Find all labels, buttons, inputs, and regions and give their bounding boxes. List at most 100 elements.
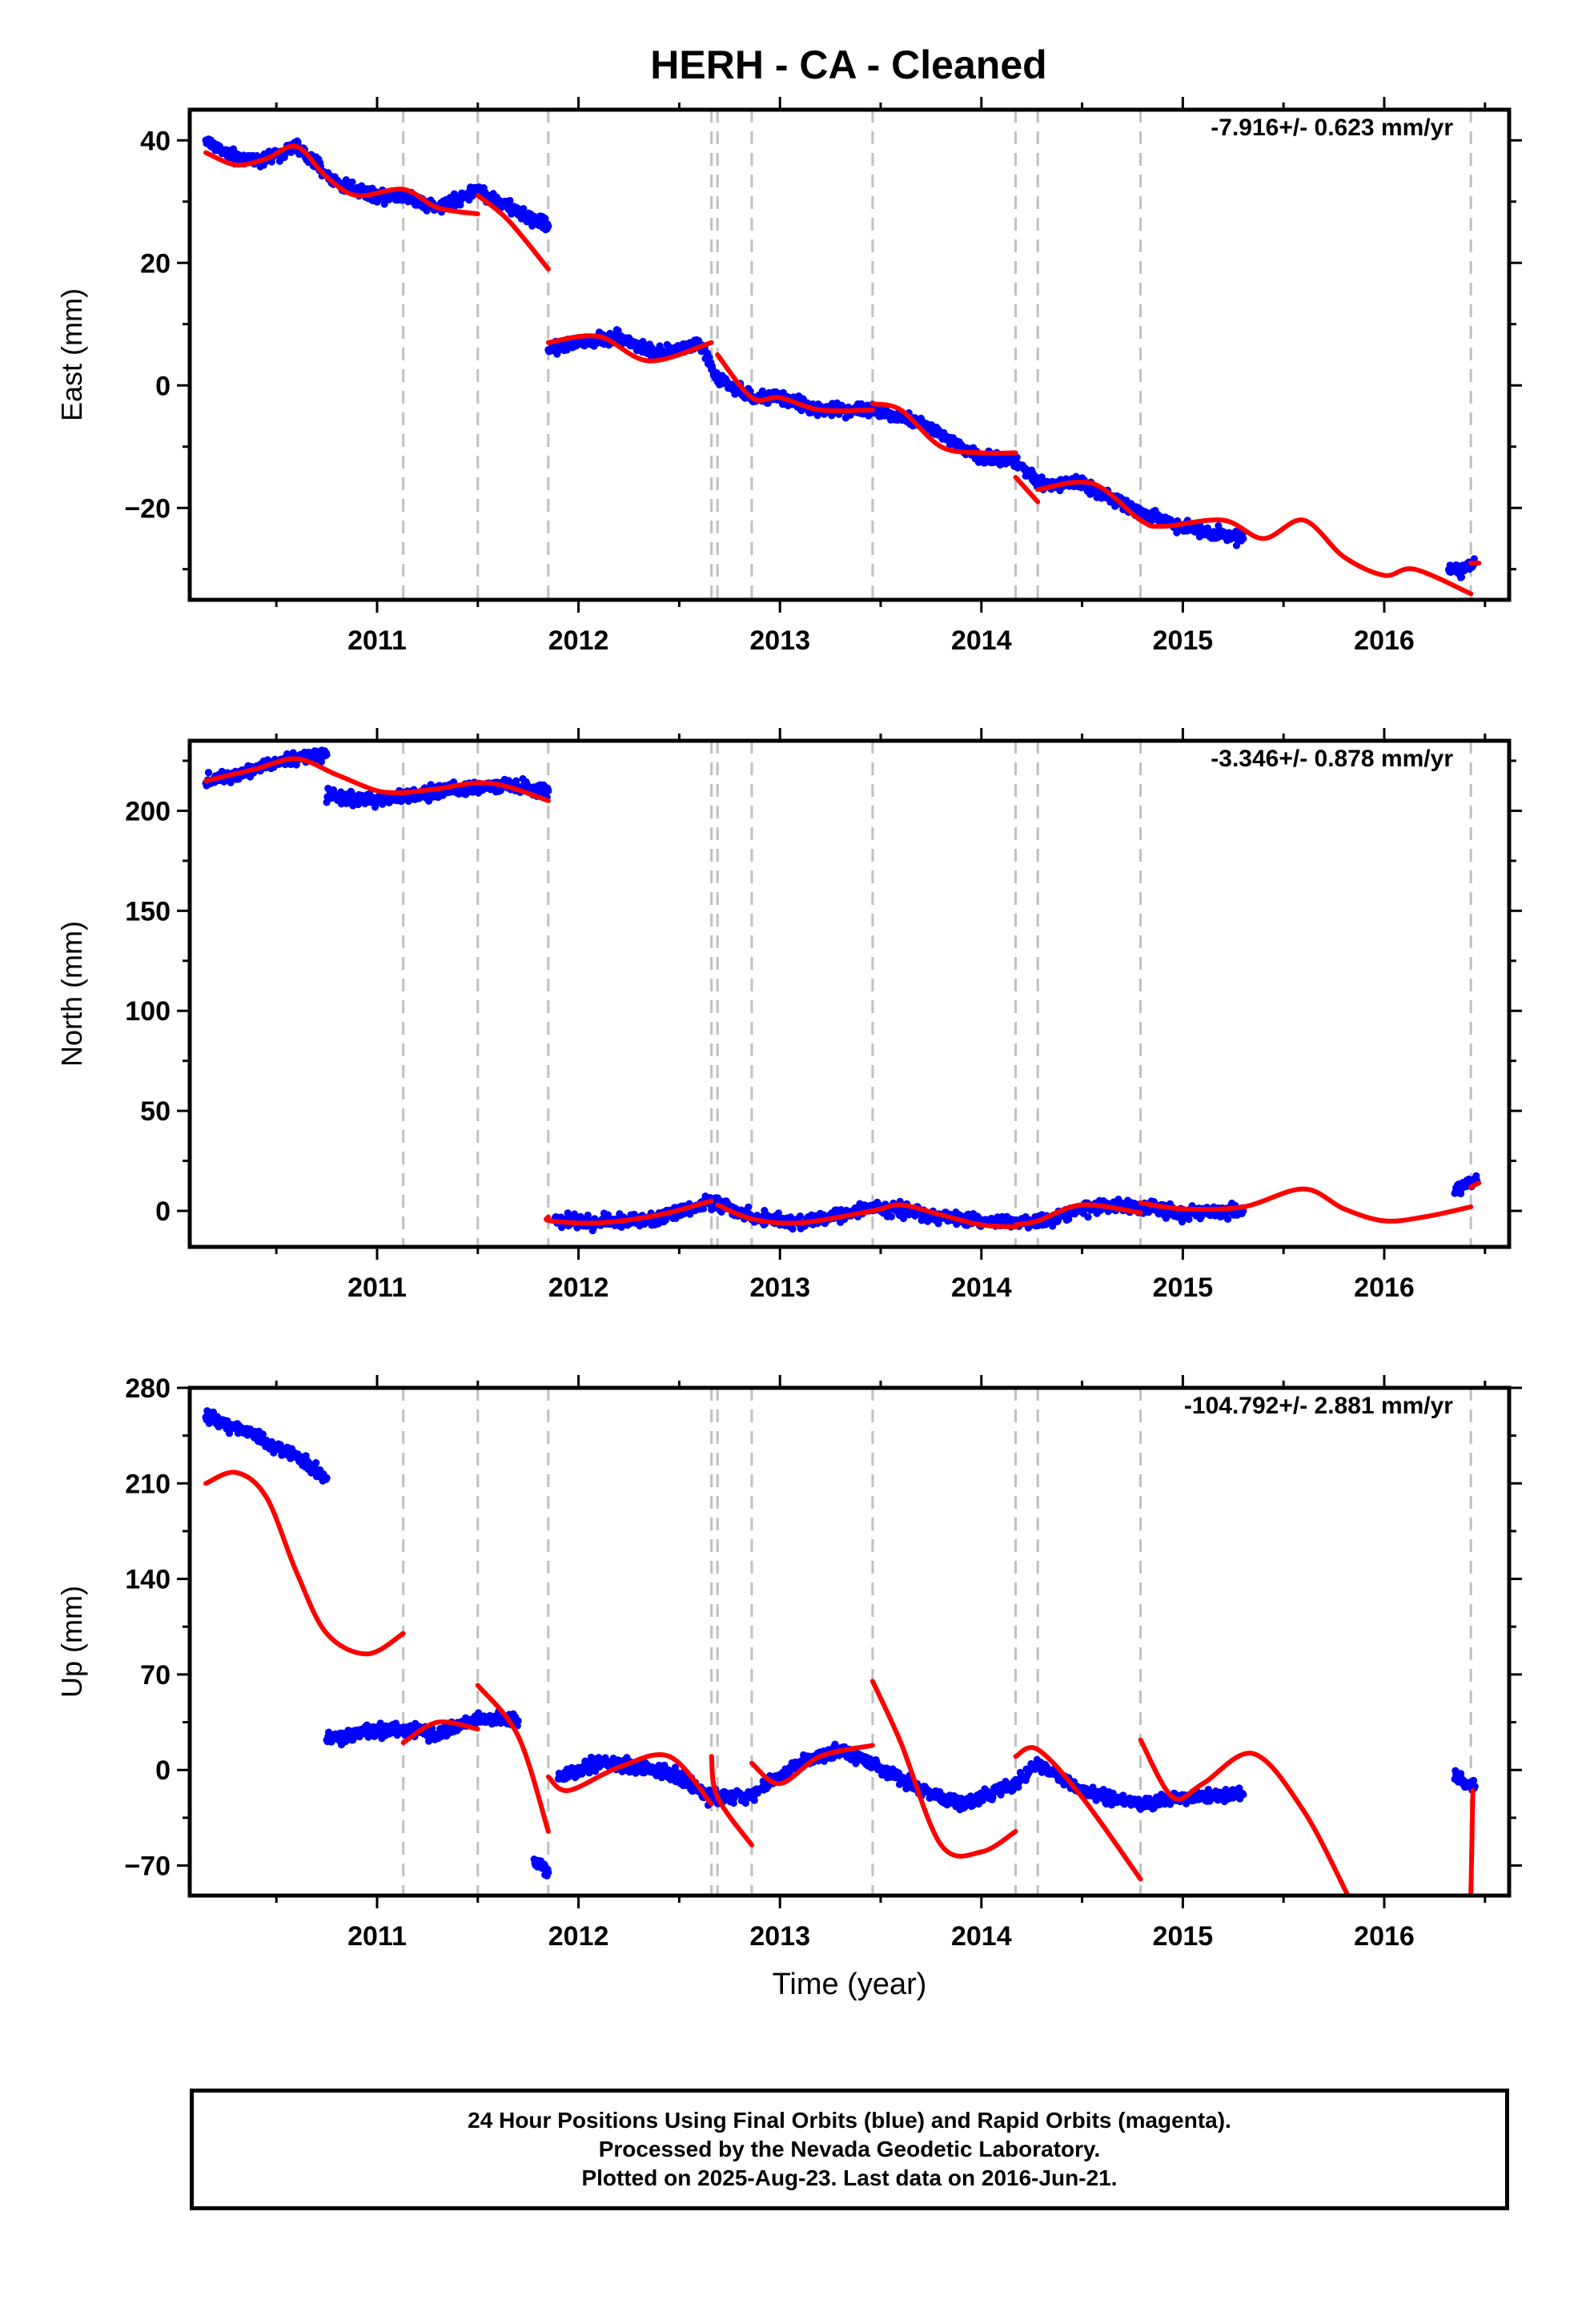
data-point [544, 786, 552, 795]
data-point [829, 1754, 837, 1762]
plot-frame [187, 1385, 1512, 1898]
data-point [348, 178, 356, 186]
x-tick-label: 2012 [548, 1921, 609, 1952]
data-point [506, 196, 514, 205]
data-point [887, 1212, 895, 1220]
model-curve [1035, 479, 1474, 597]
data-point [204, 769, 213, 777]
y-tick-label: 0 [155, 1196, 171, 1227]
y-tick-label: 210 [125, 1469, 171, 1499]
data-point [997, 1791, 1005, 1799]
x-tick-label: 2013 [749, 1921, 810, 1952]
y-tick-label: 50 [140, 1096, 171, 1127]
x-axis-label: Time (year) [773, 1968, 927, 2001]
x-tick-label: 2013 [749, 1273, 810, 1303]
y-tick-label: 40 [140, 126, 171, 156]
data-point [323, 1474, 331, 1482]
model-curve [400, 1719, 480, 1746]
model-curve [1138, 1186, 1474, 1224]
up-panel: 2011 2012 2013 2014 2015 2016280210140700−70U… [55, 1373, 1522, 1952]
data-point [1457, 573, 1466, 581]
footer-line-2: Processed by the Nevada Geodetic Laborat… [598, 2137, 1101, 2161]
footer-box: 24 Hour Positions Using Final Orbits (bl… [190, 2089, 1509, 2210]
x-tick-label: 2016 [1354, 625, 1415, 656]
model-curve [203, 143, 480, 217]
data-point [541, 215, 549, 223]
data-point [342, 176, 350, 184]
chart-title: HERH - CA - Cleaned [650, 42, 1046, 87]
x-tick-label: 2015 [1153, 625, 1214, 656]
y-tick-label: 150 [125, 896, 171, 927]
x-tick-label: 2012 [548, 1273, 609, 1303]
data-point [544, 222, 552, 230]
data-point [741, 1799, 750, 1807]
data-point [544, 1868, 552, 1876]
model-curve [1138, 1737, 1351, 1896]
y-tick-label: 200 [125, 796, 171, 826]
model-curve [545, 1751, 714, 1807]
model-curve [1468, 1787, 1476, 1896]
observation-points [202, 1407, 1479, 1880]
model-curve [1013, 1745, 1143, 1882]
data-point [1084, 1213, 1092, 1221]
data-point [312, 1459, 320, 1467]
data-point [1470, 1776, 1478, 1784]
x-tick-label: 2014 [951, 1921, 1012, 1952]
data-point [789, 1225, 797, 1233]
north-panel: 2011 2012 2013 2014 2015 2016200150100500Nort… [55, 728, 1522, 1303]
x-tick-label: 2013 [749, 625, 810, 656]
model-curve [475, 193, 551, 271]
model-curve [715, 1202, 1018, 1229]
y-tick-label: 140 [125, 1565, 171, 1595]
data-point [514, 1717, 522, 1725]
plot-frame [187, 107, 1512, 602]
x-tick-label: 2015 [1153, 1921, 1214, 1952]
data-point [1185, 1215, 1193, 1224]
y-tick-label: 0 [155, 371, 171, 401]
data-point [1239, 1791, 1247, 1799]
data-point [323, 750, 331, 759]
model-curve [1468, 1180, 1482, 1190]
data-point [745, 1203, 753, 1211]
y-tick-label: −20 [124, 493, 171, 524]
data-point [1013, 453, 1021, 461]
x-tick-label: 2011 [347, 625, 407, 656]
plot-frame [187, 738, 1512, 1249]
data-point [796, 1212, 805, 1220]
y-tick-label: 100 [125, 996, 171, 1027]
data-point [655, 1761, 663, 1769]
data-point [1232, 541, 1241, 549]
x-tick-label: 2016 [1354, 1273, 1415, 1303]
x-tick-label: 2016 [1354, 1921, 1415, 1952]
model-curve [749, 1743, 875, 1787]
y-axis-label: East (mm) [55, 288, 88, 421]
model-curve [709, 1754, 754, 1848]
model-curve [545, 333, 714, 364]
observation-points [202, 746, 1481, 1235]
model-curve [544, 1198, 714, 1226]
footer-line-1: 24 Hour Positions Using Final Orbits (bl… [468, 2108, 1231, 2133]
data-point [961, 1803, 969, 1811]
model-curve [203, 756, 406, 795]
x-tick-label: 2011 [347, 1273, 407, 1303]
y-tick-label: 20 [140, 248, 171, 279]
data-point [899, 1214, 908, 1223]
y-axis-label: Up (mm) [55, 1586, 88, 1698]
model-curve [475, 1683, 551, 1834]
observation-points [202, 135, 1479, 581]
data-point [750, 1796, 758, 1804]
data-point [225, 1429, 234, 1437]
y-tick-label: 0 [155, 1755, 171, 1786]
model-curve [869, 401, 1018, 456]
data-point [259, 1430, 267, 1438]
model-curve [869, 1679, 1018, 1859]
model-curve [400, 780, 551, 803]
model-curve [715, 352, 875, 414]
rate-annotation: -3.346+/- 0.878 mm/yr [1211, 746, 1453, 772]
footer-line-3: Plotted on 2025-Aug-23. Last data on 201… [581, 2165, 1118, 2190]
y-tick-label: 70 [140, 1660, 171, 1691]
rate-annotation: -7.916+/- 0.623 mm/yr [1211, 115, 1453, 141]
model-curve [1013, 1202, 1143, 1228]
